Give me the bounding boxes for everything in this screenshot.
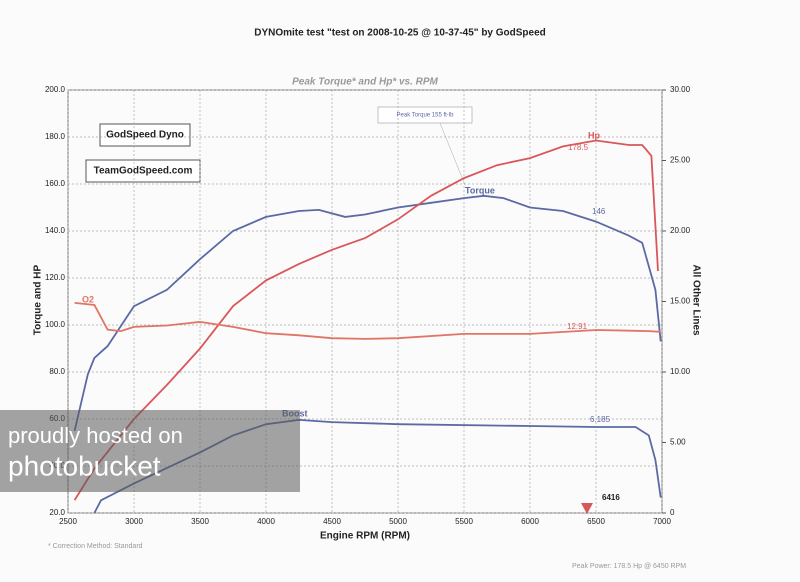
y-tick-label: 100.0 [45,320,66,329]
series-label: Torque [465,185,495,195]
x-tick-label: 4000 [257,517,275,526]
annotation: 6416 [602,493,620,502]
peak-marker [581,503,593,514]
x-tick-label: 3500 [191,517,209,526]
y2-tick-label: 30.00 [670,85,691,94]
y-axis-label: Torque and HP [33,264,44,335]
watermark: proudly hosted on [8,423,183,448]
chart-title: DYNOmite test "test on 2008-10-25 @ 10-3… [254,28,546,39]
watermark: photobucket [8,450,161,481]
x-tick-label: 6000 [521,517,539,526]
annotation: Peak Torque 155 ft-lb [397,113,455,119]
x-tick-label: 6500 [587,517,605,526]
y2-tick-label: 25.00 [670,156,691,165]
x-tick-label: 5000 [389,517,407,526]
y2-tick-label: 20.00 [670,226,691,235]
annotation-box [377,106,473,124]
y2-tick-label: 10.00 [670,367,691,376]
y-tick-label: 80.0 [49,367,65,376]
y-tick-label: 120.0 [45,273,66,282]
annotation: * Correction Method: Standard [48,543,143,550]
annotation: 178.5 [568,143,589,152]
annotation: 146 [592,207,606,216]
series-label: O2 [82,294,94,304]
annotation: 12.91 [567,322,588,331]
y-tick-label: 160.0 [45,179,66,188]
y2-axis-label: All Other Lines [690,264,701,336]
annotation: TeamGodSpeed.com [94,166,193,177]
annotation: Peak Power: 178.5 Hp @ 6450 RPM [572,563,686,570]
x-tick-label: 2500 [59,517,77,526]
series-line [73,139,659,501]
series-line [74,302,661,340]
y-tick-label: 200.0 [45,85,66,94]
chart-subtitle: Peak Torque* and Hp* vs. RPM [292,77,438,88]
y-tick-label: 140.0 [45,226,66,235]
series-line [73,194,662,432]
x-tick-label: 3000 [125,517,143,526]
x-tick-label: 7000 [653,517,671,526]
annotation: 6.185 [590,415,611,424]
x-tick-label: 5500 [455,517,473,526]
y2-tick-label: 15.00 [670,297,691,306]
annotation-leader [439,122,466,186]
y-tick-label: 180.0 [45,132,66,141]
y2-tick-label: 0 [670,508,675,517]
x-axis-label: Engine RPM (RPM) [320,531,410,542]
y-tick-label: 20.0 [49,508,65,517]
badge-box [99,123,191,147]
watermark-band [0,410,300,492]
y2-tick-label: 5.00 [670,438,686,447]
annotation: GodSpeed Dyno [106,130,184,141]
series-label: Hp [588,130,600,140]
x-tick-label: 4500 [323,517,341,526]
